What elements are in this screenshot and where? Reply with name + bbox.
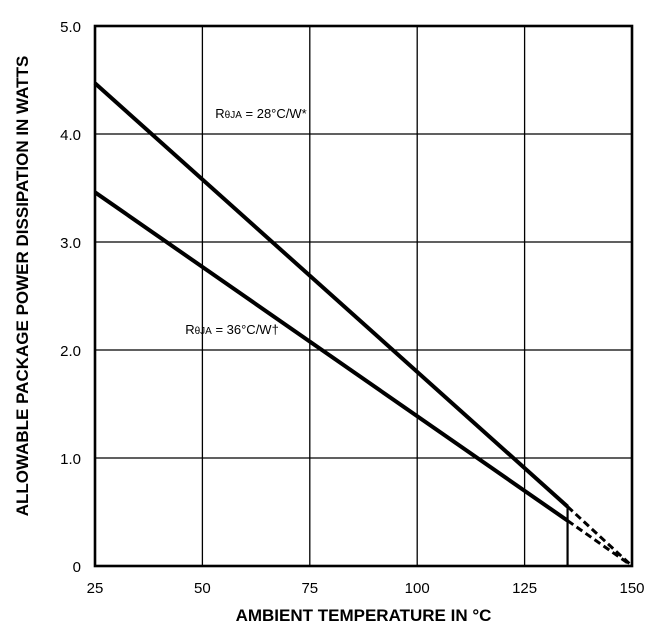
series-0-dashed-line [566,505,634,568]
plot-frame [93,24,634,568]
series-lines [93,81,634,568]
series-annotations: RθJA = 28°C/W*RθJA = 36°C/W† [185,106,307,337]
series-1-label: RθJA = 36°C/W† [185,322,279,337]
x-tick-label-125: 125 [512,580,537,597]
x-axis-title: AMBIENT TEMPERATURE IN °C [236,606,492,625]
series-0-solid-line [93,81,569,509]
series-1-dashed-line [566,519,633,568]
x-tick-label-100: 100 [405,580,430,597]
label-subscript: θJA [195,326,213,337]
label-main: R [185,322,194,337]
plot-border [93,24,634,568]
tick-labels: 25 50 75 100 125 150 0 1.0 2.0 3.0 4.0 5.0 [60,19,644,597]
x-tick-label-50: 50 [194,580,211,597]
y-tick-label-1.0: 1.0 [60,451,81,468]
x-tick-label-25: 25 [87,580,104,597]
grid-lines [95,26,632,566]
label-subscript: θJA [225,110,243,121]
y-tick-label-3.0: 3.0 [60,235,81,252]
x-tick-label-150: 150 [619,580,644,597]
y-tick-label-2.0: 2.0 [60,343,81,360]
series-0-label: RθJA = 28°C/W* [215,106,306,121]
x-tick-label-75: 75 [301,580,318,597]
y-tick-label-0: 0 [73,559,81,576]
label-rest: = 28°C/W* [242,106,307,121]
label-rest: = 36°C/W† [212,322,279,337]
series-1-solid-line [93,190,569,523]
y-tick-label-4.0: 4.0 [60,127,81,144]
y-tick-label-5.0: 5.0 [60,19,81,36]
y-axis-title: ALLOWABLE PACKAGE POWER DISSIPATION IN W… [13,56,32,517]
label-main: R [215,106,224,121]
